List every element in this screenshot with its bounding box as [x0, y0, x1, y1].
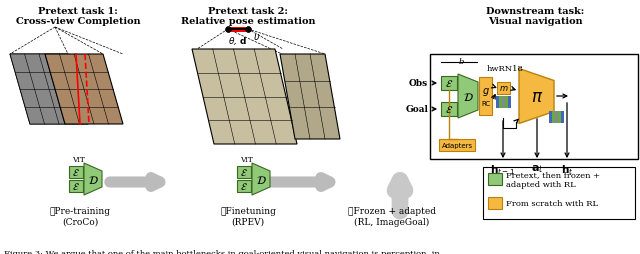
Text: ViT: ViT — [240, 155, 253, 163]
Polygon shape — [252, 163, 270, 195]
Bar — [441, 103, 457, 117]
Text: $\mathbf{a}_t$: $\mathbf{a}_t$ — [531, 162, 543, 174]
Bar — [502, 97, 505, 108]
Bar — [497, 83, 510, 95]
Text: $\pi$: $\pi$ — [531, 88, 543, 106]
Polygon shape — [84, 163, 102, 195]
Text: From scratch with RL: From scratch with RL — [506, 199, 598, 207]
Text: $\mathbf{h}_t$: $\mathbf{h}_t$ — [561, 162, 573, 176]
Text: $\upsilon$: $\upsilon$ — [253, 32, 260, 42]
Bar — [499, 97, 502, 108]
Text: $\mathcal{E}$: $\mathcal{E}$ — [72, 181, 80, 192]
Text: $\mathcal{E}$: $\mathcal{E}$ — [72, 167, 80, 178]
Text: b: b — [458, 58, 464, 66]
Text: m: m — [499, 84, 508, 93]
Text: ①Pre-training
(CroCo): ①Pre-training (CroCo) — [49, 206, 111, 226]
Text: $\mathcal{D}$: $\mathcal{D}$ — [463, 91, 474, 103]
Bar — [496, 97, 499, 108]
Text: $\mathcal{D}$: $\mathcal{D}$ — [255, 173, 266, 185]
Text: hwRN18: hwRN18 — [486, 65, 524, 73]
Text: Pretext, then frozen +
adapted with RL: Pretext, then frozen + adapted with RL — [506, 171, 600, 188]
Bar — [558, 112, 561, 123]
Text: g: g — [483, 86, 488, 96]
Bar — [69, 166, 83, 178]
Bar — [441, 77, 457, 91]
Text: ③Frozen + adapted
(RL, ImageGoal): ③Frozen + adapted (RL, ImageGoal) — [348, 206, 436, 226]
Bar — [508, 97, 511, 108]
Text: RC: RC — [481, 101, 490, 107]
Text: Figure 3: We argue that one of the main bottlenecks in goal-oriented visual navi: Figure 3: We argue that one of the main … — [4, 249, 440, 254]
Text: ViT: ViT — [72, 155, 85, 163]
Text: $\mathcal{E}$: $\mathcal{E}$ — [445, 104, 453, 115]
Bar — [561, 112, 564, 123]
Text: $\mathbf{h}_{t-1}$: $\mathbf{h}_{t-1}$ — [490, 162, 516, 176]
Bar — [69, 180, 83, 192]
Bar — [430, 55, 638, 159]
Text: $\theta$, $\mathbf{d}$: $\theta$, $\mathbf{d}$ — [228, 35, 246, 47]
Text: $\mathcal{E}$: $\mathcal{E}$ — [240, 167, 248, 178]
Text: Pretext task 1:
Cross-view Completion: Pretext task 1: Cross-view Completion — [16, 7, 140, 26]
Text: Obs: Obs — [409, 79, 428, 88]
Polygon shape — [458, 75, 478, 119]
Bar — [479, 78, 492, 116]
Bar — [237, 180, 251, 192]
Text: Goal: Goal — [405, 105, 428, 114]
Text: ②Finetuning
(RPEV): ②Finetuning (RPEV) — [220, 206, 276, 226]
Bar — [555, 112, 558, 123]
Bar — [552, 112, 555, 123]
Bar — [505, 97, 508, 108]
Text: $\mathcal{D}$: $\mathcal{D}$ — [88, 173, 99, 185]
Bar — [439, 139, 475, 151]
Polygon shape — [10, 55, 65, 124]
Polygon shape — [280, 55, 340, 139]
Polygon shape — [45, 55, 123, 124]
Bar — [483, 167, 635, 219]
Polygon shape — [192, 50, 297, 145]
Text: Downstream task:
Visual navigation: Downstream task: Visual navigation — [486, 7, 584, 26]
Polygon shape — [519, 69, 554, 124]
Text: $\mathcal{E}$: $\mathcal{E}$ — [445, 78, 453, 89]
Bar — [229, 27, 247, 32]
Text: Adapters: Adapters — [442, 142, 472, 148]
Text: $\mathcal{E}$: $\mathcal{E}$ — [240, 181, 248, 192]
Bar — [488, 173, 502, 185]
Text: Pretext task 2:
Relative pose estimation: Pretext task 2: Relative pose estimation — [180, 7, 316, 26]
Polygon shape — [10, 55, 88, 124]
Bar — [549, 112, 552, 123]
Bar — [237, 166, 251, 178]
Bar — [488, 197, 502, 209]
